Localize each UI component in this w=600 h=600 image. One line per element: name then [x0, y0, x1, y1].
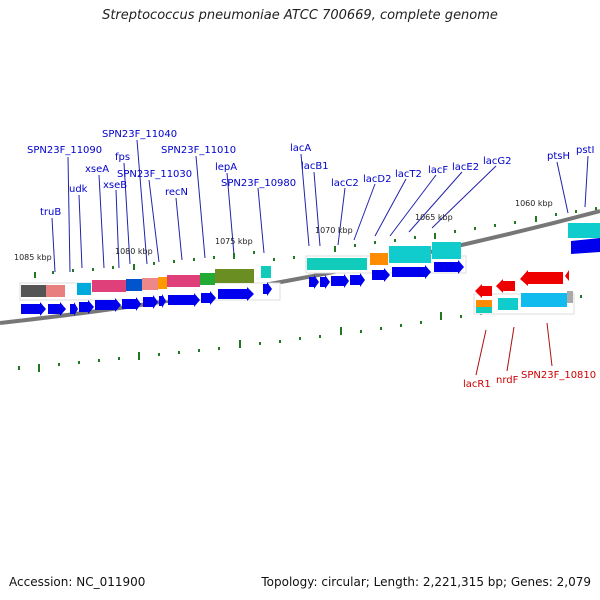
gene-label-lacR1: lacR1	[463, 379, 491, 390]
gene-label-xseA: xseA	[85, 164, 109, 175]
reverse-cds-arrows	[475, 270, 569, 298]
gene-label-spn23f-11030: SPN23F_11030	[117, 169, 192, 180]
gene-label-ptsH: ptsH	[547, 151, 570, 162]
reverse-feature-block	[473, 291, 575, 315]
accession-label: Accession: NC_011900	[9, 575, 146, 589]
gene-label-spn23f-11090: SPN23F_11090	[27, 145, 102, 156]
scale-label-1065: 1065 kbp	[415, 213, 453, 222]
genome-title: Streptococcus pneumoniae ATCC 700669, co…	[102, 8, 498, 23]
scale-label-1070: 1070 kbp	[315, 226, 353, 235]
scale-label-1080: 1080 kbp	[115, 247, 153, 256]
gene-label-lacB1: lacB1	[301, 161, 329, 172]
gene-label-truB: truB	[40, 207, 61, 218]
gene-label-lacC2: lacC2	[331, 178, 359, 189]
gene-label-lacE2: lacE2	[452, 162, 479, 173]
forward-feature-block-left	[19, 266, 281, 301]
gene-label-lacF: lacF	[428, 165, 448, 176]
upper-scale-ticks	[34, 207, 597, 278]
forward-feature-block-lac	[305, 242, 467, 274]
gene-label-lacG2: lacG2	[483, 156, 512, 167]
gene-label-lacD2: lacD2	[363, 174, 391, 185]
scale-label-1075: 1075 kbp	[215, 237, 253, 246]
label-leader-lines	[51, 139, 589, 273]
gene-label-lacA: lacA	[290, 143, 311, 154]
cds-arrows-lac	[309, 260, 464, 289]
gene-label-recN: recN	[165, 187, 188, 198]
gene-label-udk: udk	[69, 184, 88, 195]
gene-label-pstI: pstI	[576, 145, 594, 156]
genome-backbone	[0, 209, 600, 325]
cds-arrows-left	[21, 282, 272, 316]
gene-label-nrdF: nrdF	[496, 375, 519, 386]
gene-label-spn23f-11010: SPN23F_11010	[161, 145, 236, 156]
scale-label-1060: 1060 kbp	[515, 199, 553, 208]
gene-label-lacT2: lacT2	[395, 169, 422, 180]
gene-label-spn23f-11040: SPN23F_11040	[102, 129, 177, 140]
reverse-leader-lines	[475, 322, 553, 376]
gene-label-spn23f-10810: SPN23F_10810	[521, 370, 596, 381]
gene-label-lepA: lepA	[215, 162, 237, 173]
forward-feature-block-right	[568, 223, 600, 254]
genome-summary: Topology: circular; Length: 2,221,315 bp…	[261, 575, 591, 589]
scale-label-1085: 1085 kbp	[14, 253, 52, 262]
gene-label-spn23f-10980: SPN23F_10980	[221, 178, 296, 189]
gene-label-xseB: xseB	[103, 180, 127, 191]
gene-label-fps: fps	[115, 152, 130, 163]
